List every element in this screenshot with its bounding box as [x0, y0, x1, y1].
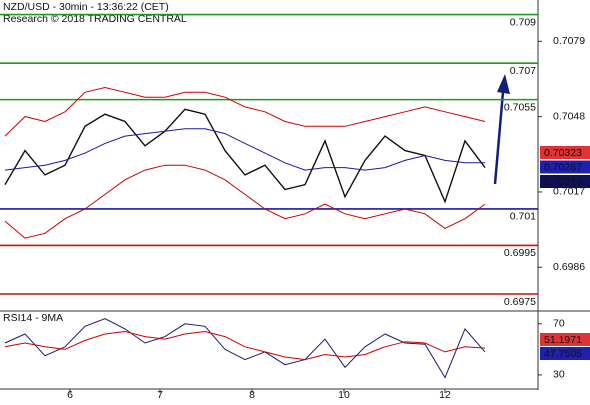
- y-tick-label: 0.7048: [553, 110, 585, 122]
- y-tick-label: 70: [553, 318, 565, 330]
- projection-arrow: [493, 91, 505, 185]
- series-line: [4, 164, 486, 239]
- projection-arrow-head: [497, 74, 510, 94]
- level-label: 0.6995: [504, 247, 536, 259]
- rsi-title: RSI14 - 9MA: [3, 312, 63, 324]
- chart-title: NZD/USD - 30min - 13:36:22 (CET): [3, 1, 169, 13]
- last-value-label: 51.1971: [544, 334, 582, 346]
- x-tick-label: 10: [338, 389, 350, 400]
- last-value-label: 0.70323: [544, 147, 582, 159]
- series-line: [4, 330, 486, 361]
- last-value-label: 47.7505: [544, 348, 582, 360]
- level-label: 0.707: [510, 65, 536, 77]
- level-label: 0.7055: [504, 101, 536, 113]
- level-label: 0.709: [510, 16, 536, 28]
- x-tick-label: 8: [249, 389, 255, 400]
- x-tick-label: 12: [439, 389, 451, 400]
- series-line: [4, 128, 485, 171]
- y-tick-label: 0.6986: [553, 261, 585, 273]
- last-value-label: 0.70274: [544, 176, 582, 188]
- x-tick-label: 7: [157, 389, 163, 400]
- last-value-box: [540, 160, 590, 174]
- chart-subtitle: Research © 2018 TRADING CENTRAL: [3, 13, 187, 25]
- level-label: 0.701: [510, 211, 536, 223]
- last-value-box: [540, 333, 590, 346]
- y-tick-label: 0.7079: [553, 35, 585, 47]
- series-line: [4, 318, 486, 379]
- last-value-box: [540, 347, 590, 360]
- last-value-label: 0.70287: [544, 161, 582, 173]
- last-value-box: [540, 175, 590, 188]
- last-value-box: [540, 146, 590, 159]
- x-tick-label: 6: [67, 389, 73, 400]
- y-tick-label: 30: [553, 369, 565, 381]
- y-tick-label: 0.7017: [553, 186, 585, 198]
- series-line: [4, 108, 486, 204]
- level-label: 0.6975: [504, 296, 536, 308]
- series-line: [4, 86, 486, 137]
